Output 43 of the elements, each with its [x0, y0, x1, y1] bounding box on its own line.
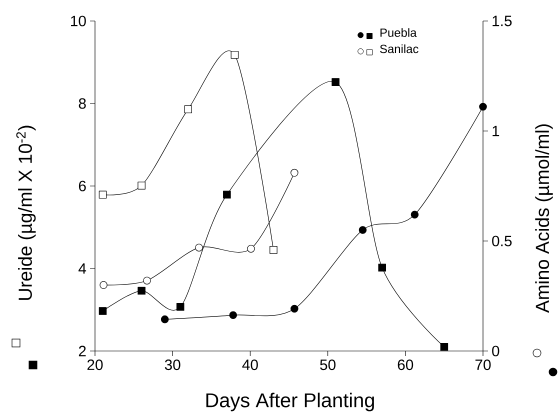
point [332, 78, 340, 86]
point [176, 302, 184, 311]
y-tick-label: 4 [78, 263, 86, 274]
y-tick-label: 2 [78, 346, 86, 356]
point [229, 311, 238, 320]
point [100, 281, 108, 289]
point [270, 246, 278, 254]
point [230, 50, 239, 59]
legend-label: Sanilac [380, 44, 418, 54]
point [247, 244, 255, 253]
y-tick-label: 10 [71, 16, 86, 26]
point [98, 307, 107, 315]
point [358, 226, 367, 234]
x-tick-label: 20 [87, 360, 103, 370]
y2-tick-label: 0 [492, 346, 500, 356]
point [378, 264, 386, 272]
point [290, 304, 298, 313]
y2-tick-label: 1 [492, 126, 500, 136]
y2-tick-label: 1.5 [492, 16, 512, 26]
y2-axis-title: Amino Acids (µmol/ml) [535, 124, 553, 313]
y-tick-label: 6 [78, 180, 86, 192]
y-axis-title: Ureide (µg/ml X 10$^{-2}$) [16, 126, 36, 300]
point [195, 244, 203, 252]
point [160, 315, 169, 324]
x-tick-label: 40 [242, 360, 258, 370]
x-axis-title: Days After Planting [206, 392, 374, 412]
point [138, 182, 146, 190]
point [440, 342, 448, 351]
point [143, 276, 151, 284]
point [223, 190, 231, 199]
x-tick-label: 60 [398, 360, 414, 370]
x-tick-label: 50 [320, 360, 336, 370]
point [138, 286, 146, 295]
y2-tick-label: 0.5 [492, 236, 512, 246]
legend-label: Puebla [380, 28, 417, 37]
point [479, 102, 487, 111]
point [184, 105, 192, 114]
x-tick-label: 30 [164, 360, 180, 370]
point [410, 210, 419, 218]
point [98, 190, 107, 199]
x-tick-label: 70 [475, 360, 491, 370]
point [290, 168, 298, 177]
y-tick-label: 8 [78, 98, 86, 109]
